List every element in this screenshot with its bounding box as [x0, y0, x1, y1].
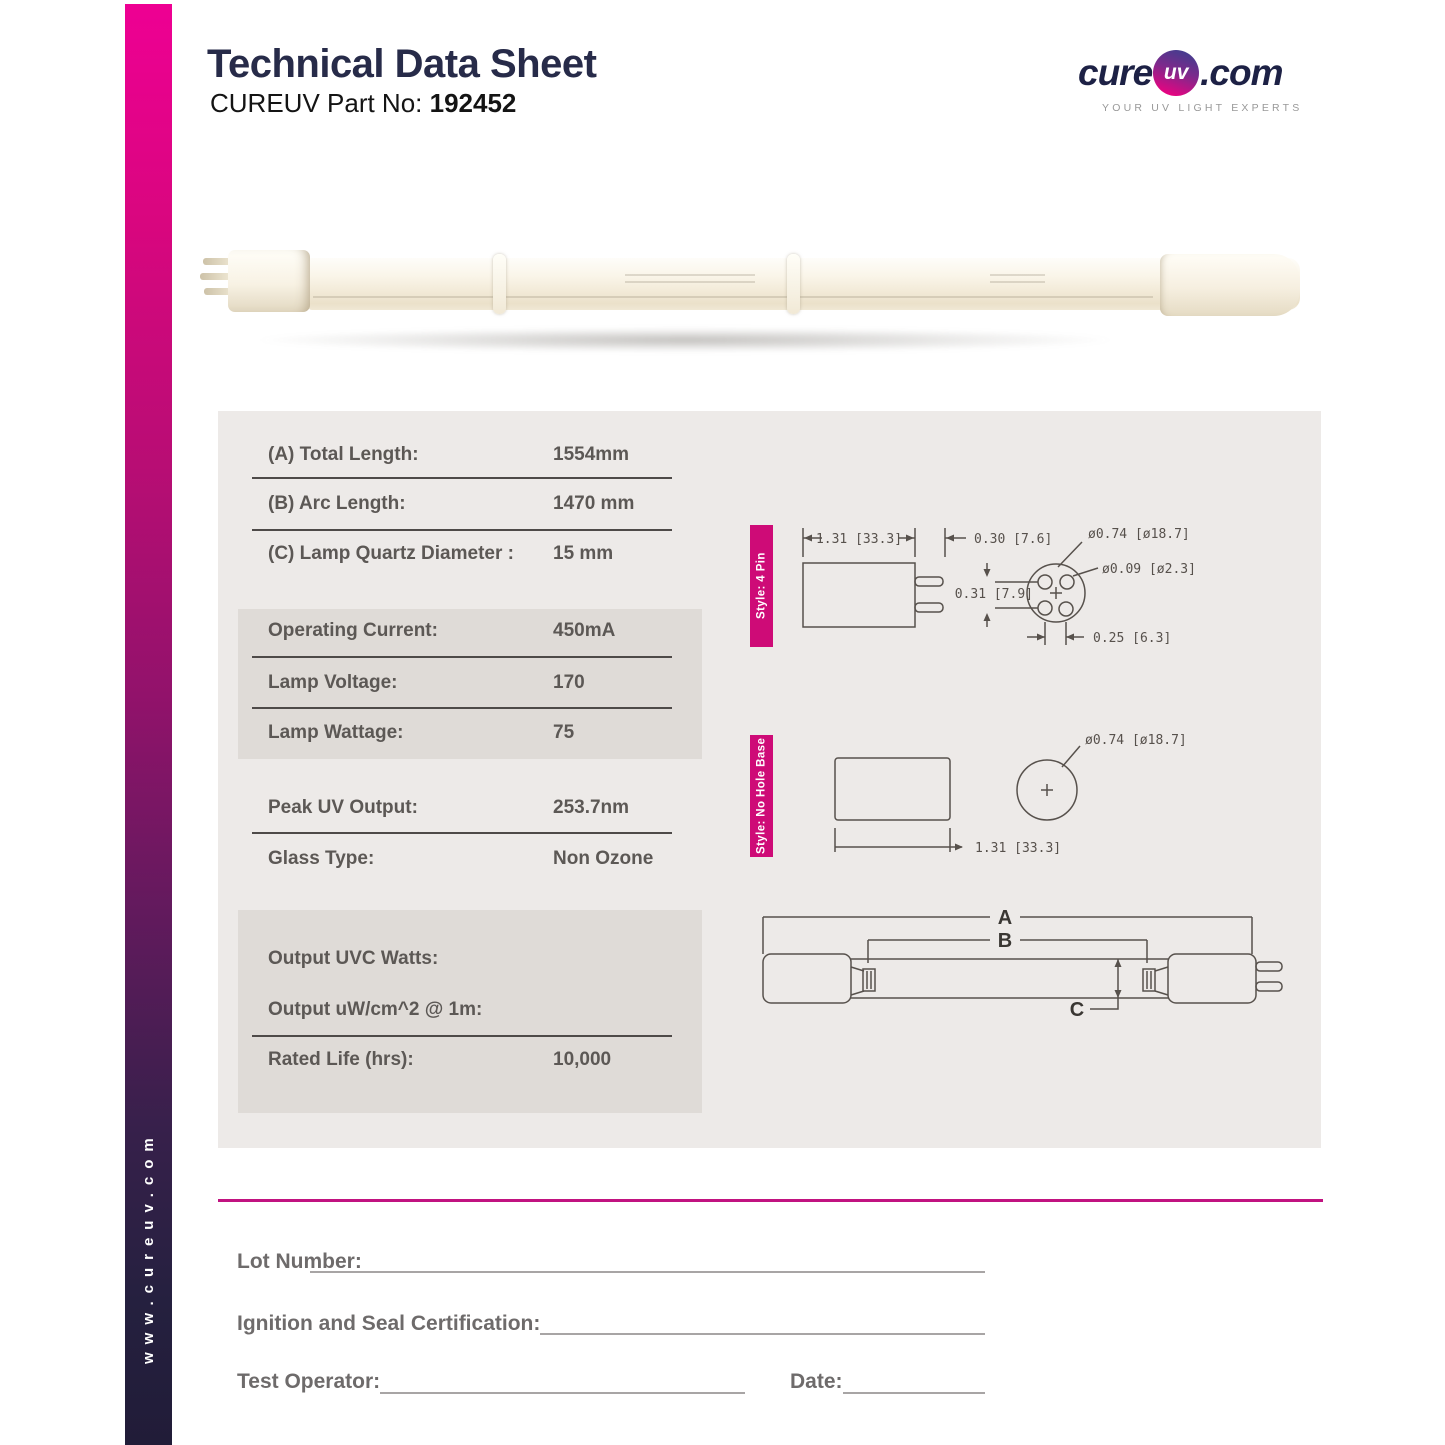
- lamp-print-marks: [990, 274, 1045, 288]
- test-operator-line: [380, 1392, 745, 1394]
- spec-band-electrical: [238, 609, 702, 759]
- lot-number-label: Lot Number:: [237, 1250, 362, 1273]
- spec-value: 10,000: [553, 1049, 612, 1070]
- spec-rule: [252, 832, 672, 834]
- lamp-pin: [203, 258, 234, 265]
- spec-row-output-uvc: Output UVC Watts:: [268, 946, 708, 976]
- spec-row-quartz-diameter: (C) Lamp Quartz Diameter : 15 mm: [268, 541, 708, 571]
- spec-row-lamp-wattage: Lamp Wattage: 75: [268, 720, 708, 750]
- spec-label: Lamp Wattage:: [268, 722, 404, 743]
- lamp-dimension-drawing: A B C: [762, 907, 1283, 1021]
- magenta-divider: [218, 1199, 1323, 1202]
- logo-text-uv: uv: [1163, 61, 1189, 84]
- lamp-collar-ring: [787, 254, 800, 314]
- logo-uv-circle-icon: uv: [1153, 50, 1200, 96]
- spec-row-rated-life: Rated Life (hrs): 10,000: [268, 1047, 708, 1077]
- spec-label: (A) Total Length:: [268, 444, 419, 465]
- spec-rule: [252, 707, 672, 709]
- spec-row-output-uw: Output uW/cm^2 @ 1m:: [268, 997, 708, 1027]
- spec-row-lamp-voltage: Lamp Voltage: 170: [268, 670, 708, 700]
- dim-lamp-a: A: [998, 907, 1012, 929]
- lamp-tube: [308, 258, 1300, 310]
- dim-4pin-pin-length: 0.30 [7.6]: [974, 532, 1052, 547]
- spec-label: Output uW/cm^2 @ 1m:: [268, 999, 483, 1020]
- spec-label: Lamp Voltage:: [268, 672, 398, 693]
- dim-4pin-pin-spacing: 0.25 [6.3]: [1093, 631, 1171, 646]
- ignition-label: Ignition and Seal Certification:: [237, 1312, 541, 1335]
- lamp-shadow: [240, 324, 1300, 356]
- spec-panel: (A) Total Length: 1554mm (B) Arc Length:…: [218, 411, 1321, 1148]
- style-4pin-bar: Style: 4 Pin: [750, 525, 773, 647]
- spec-row-glass-type: Glass Type: Non Ozone: [268, 846, 708, 876]
- spec-value: 75: [553, 722, 575, 743]
- spec-row-operating-current: Operating Current: 450mA: [268, 618, 708, 648]
- lamp-collar-ring: [493, 254, 506, 314]
- no-hole-base-drawing: ø0.74 [ø18.7] 1.31 [33.3]: [834, 733, 1187, 856]
- dim-lamp-b: B: [998, 930, 1012, 952]
- four-pin-drawing: 1.31 [33.3] 0.30 [7.6] 0.31 [7.9] ø0.74 …: [802, 527, 1196, 646]
- style-nohole-label: Style: No Hole Base: [755, 737, 768, 855]
- spec-rule: [252, 656, 672, 658]
- lamp-pin: [200, 273, 231, 280]
- test-operator-label: Test Operator:: [237, 1370, 381, 1393]
- spec-label: Operating Current:: [268, 620, 438, 641]
- lamp-pin: [204, 288, 235, 295]
- logo-tagline: YOUR UV LIGHT EXPERTS: [1102, 102, 1303, 114]
- spec-rule: [252, 477, 672, 479]
- spec-label: Output UVC Watts:: [268, 948, 439, 969]
- part-number-line: CUREUV Part No: 192452: [210, 88, 516, 119]
- dim-lamp-c: C: [1070, 999, 1084, 1021]
- spec-band-output: [238, 910, 702, 1113]
- part-number-label: CUREUV Part No:: [210, 88, 423, 118]
- spec-row-arc-length: (B) Arc Length: 1470 mm: [268, 491, 708, 521]
- dim-4pin-pin-gap: 0.31 [7.9]: [955, 587, 1033, 602]
- spec-label: (C) Lamp Quartz Diameter :: [268, 543, 514, 564]
- dim-4pin-width: 1.31 [33.3]: [816, 532, 902, 547]
- spec-label: Rated Life (hrs):: [268, 1049, 414, 1070]
- sidebar-gradient-bar: www.cureuv.com: [125, 4, 172, 1445]
- spec-label: (B) Arc Length:: [268, 493, 406, 514]
- ignition-line: [540, 1333, 985, 1335]
- lamp-print-marks: [625, 274, 755, 288]
- dim-4pin-pin-dia: ø0.09 [ø2.3]: [1102, 562, 1196, 577]
- logo-text-cure: cure: [1078, 52, 1153, 93]
- spec-row-peak-uv: Peak UV Output: 253.7nm: [268, 795, 708, 825]
- lot-number-line: [310, 1271, 985, 1273]
- style-4pin-label: Style: 4 Pin: [755, 552, 768, 620]
- spec-value: 253.7nm: [553, 797, 630, 818]
- spec-rule: [252, 529, 672, 531]
- spec-value: 1470 mm: [553, 493, 635, 514]
- style-nohole-bar: Style: No Hole Base: [750, 735, 773, 857]
- dim-nohole-width: 1.31 [33.3]: [975, 841, 1061, 856]
- uv-lamp-photo: [195, 240, 1315, 370]
- lamp-pin-base: [228, 250, 310, 312]
- spec-value: 170: [553, 672, 585, 693]
- cureuv-logo: cure uv .com: [1078, 50, 1284, 96]
- spec-label: Peak UV Output:: [268, 797, 418, 818]
- spec-rule: [252, 1035, 672, 1037]
- part-number-value: 192452: [429, 88, 517, 118]
- date-label: Date:: [790, 1370, 843, 1393]
- lamp-seam: [313, 296, 1153, 298]
- spec-row-total-length: (A) Total Length: 1554mm: [268, 442, 708, 472]
- dim-4pin-outer-dia: ø0.74 [ø18.7]: [1088, 527, 1190, 542]
- logo-text-com: .com: [1200, 52, 1283, 93]
- page-title: Technical Data Sheet: [207, 42, 597, 86]
- lamp-right-cap: [1160, 254, 1300, 316]
- spec-value: 450mA: [553, 620, 616, 641]
- spec-value: 15 mm: [553, 543, 614, 564]
- dim-nohole-outer-dia: ø0.74 [ø18.7]: [1085, 733, 1187, 748]
- spec-label: Glass Type:: [268, 848, 375, 869]
- spec-value: 1554mm: [553, 444, 630, 465]
- sidebar-url-text: www.cureuv.com: [140, 1130, 157, 1364]
- date-line: [843, 1392, 985, 1394]
- spec-value: Non Ozone: [553, 848, 654, 869]
